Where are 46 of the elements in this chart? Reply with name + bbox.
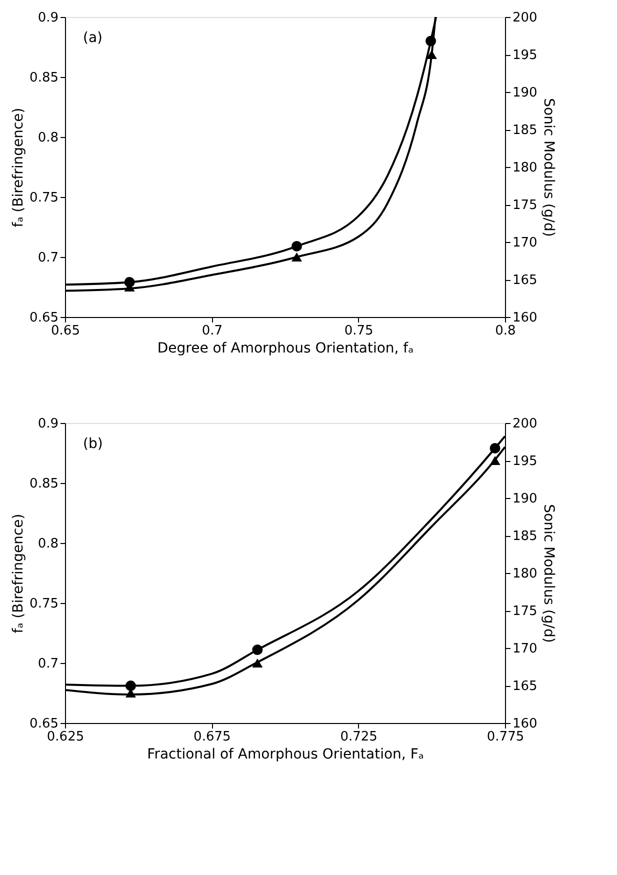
y2-tick-label: 165	[512, 679, 538, 694]
y2-tick-label: 170	[512, 642, 538, 656]
y2-axis-title: Sonic Modulus (g/d)	[540, 504, 556, 643]
y-tick-label: 0.9	[38, 10, 58, 26]
y2-tick-label: 190	[512, 86, 538, 100]
y-tick-label: 0.75	[30, 596, 58, 612]
y-tick-label: 0.8	[38, 130, 58, 146]
y2-tick-label: 180	[512, 160, 538, 176]
y2-tick-label: 175	[512, 198, 538, 213]
y-tick-label: 0.85	[30, 70, 58, 86]
y2-tick-label: 185	[512, 123, 538, 138]
annotation: (a)	[83, 30, 103, 46]
y2-tick-label: 185	[512, 529, 538, 544]
y-tick-label: 0.65	[30, 310, 58, 326]
y-tick-label: 0.75	[30, 190, 58, 206]
y-axis-title: fₐ (Birefringence)	[10, 108, 27, 228]
y-tick-label: 0.7	[38, 656, 58, 672]
x-tick-label: 0.65	[51, 324, 80, 338]
y2-tick-label: 200	[512, 416, 538, 432]
x-tick-label: 0.7	[202, 324, 223, 338]
y-tick-label: 0.9	[38, 416, 58, 432]
y-tick-label: 0.85	[30, 476, 58, 492]
y2-tick-label: 195	[512, 454, 538, 469]
x-axis-title: Degree of Amorphous Orientation, fₐ	[157, 340, 414, 356]
y-tick-label: 0.7	[38, 250, 58, 266]
y2-tick-label: 175	[512, 604, 538, 619]
y-tick-label: 0.8	[38, 536, 58, 552]
x-tick-label: 0.725	[340, 730, 378, 744]
x-tick-label: 0.775	[486, 730, 524, 744]
annotation: (b)	[83, 436, 103, 452]
y2-tick-label: 170	[512, 236, 538, 250]
y2-tick-label: 200	[512, 10, 538, 26]
y-tick-label: 0.65	[30, 716, 58, 732]
x-axis-title: Fractional of Amorphous Orientation, Fₐ	[147, 746, 424, 762]
x-tick-label: 0.625	[46, 730, 84, 744]
y2-axis-title: Sonic Modulus (g/d)	[540, 98, 556, 237]
x-tick-label: 0.75	[344, 324, 374, 338]
y-axis-title: fₐ (Birefringence)	[10, 514, 27, 634]
y2-tick-label: 195	[512, 48, 538, 63]
y2-tick-label: 190	[512, 492, 538, 506]
y2-tick-label: 160	[512, 310, 538, 326]
y2-tick-label: 180	[512, 566, 538, 582]
x-tick-label: 0.675	[194, 730, 231, 744]
x-tick-label: 0.8	[495, 324, 516, 338]
y2-tick-label: 165	[512, 273, 538, 288]
y2-tick-label: 160	[512, 716, 538, 732]
